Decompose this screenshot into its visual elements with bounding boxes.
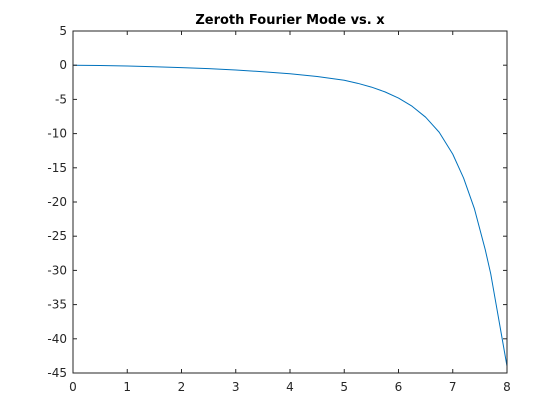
x-tick-label-8: 8	[503, 380, 511, 394]
plot-background	[73, 31, 507, 373]
y-tick-label-1: 0	[59, 58, 67, 72]
y-tick-label-3: -10	[47, 127, 67, 141]
x-tick-label-6: 6	[395, 380, 403, 394]
y-tick-label-10: -45	[47, 366, 67, 380]
series-line-0	[72, 64, 508, 367]
plot-area	[72, 64, 508, 367]
x-tick-label-7: 7	[449, 380, 457, 394]
y-tick-label-2: -5	[55, 92, 67, 106]
y-tick-label-5: -20	[47, 195, 67, 209]
x-tick-label-2: 2	[178, 380, 186, 394]
y-tick-label-7: -30	[47, 263, 67, 277]
chart-title: Zeroth Fourier Mode vs. x	[195, 13, 385, 28]
x-tick-label-4: 4	[286, 380, 294, 394]
x-tick-label-1: 1	[123, 380, 131, 394]
x-tick-label-0: 0	[69, 380, 77, 394]
y-tick-label-0: 5	[59, 24, 67, 38]
y-tick-label-4: -15	[47, 161, 67, 175]
x-tick-label-3: 3	[232, 380, 240, 394]
x-tick-label-5: 5	[340, 380, 348, 394]
y-tick-label-6: -25	[47, 229, 67, 243]
y-tick-label-8: -35	[47, 298, 67, 312]
y-tick-label-9: -40	[47, 332, 67, 346]
axes: 0 1 2 3 4 5 6 7 8 5 0 -5 -10 -15 -20 -25 -30 -35 -40 -45	[47, 24, 510, 394]
